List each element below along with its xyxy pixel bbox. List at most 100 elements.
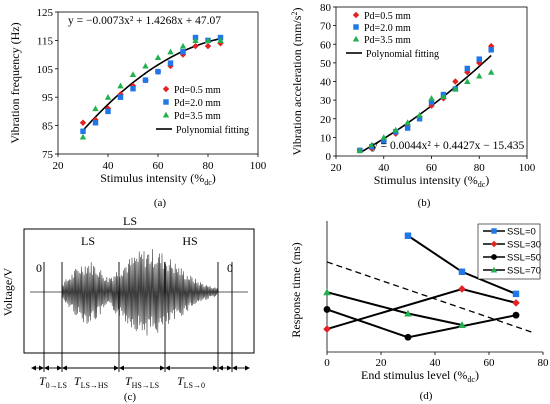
- phase-label-hs: HS: [182, 234, 197, 248]
- phase-label-ls: LS: [81, 234, 95, 248]
- point-a-s1-4: [130, 85, 136, 92]
- legend-fit-label-b: Polynomial fitting: [366, 49, 439, 60]
- y-axis-label-d: Response time (ms): [289, 242, 303, 337]
- x-axis-label-b: Stimulus intensity (%dc): [374, 173, 490, 189]
- legend-label-d-3: SSL=70: [507, 266, 541, 277]
- x-tick-label-b-3: 80: [474, 162, 486, 174]
- legend-marker-d-1: [490, 240, 498, 248]
- legend-label-b-0: Pd=0.5 mm: [364, 11, 411, 22]
- y-tick-label-a-3: 105: [37, 64, 54, 76]
- y-tick-label-a-5: 125: [37, 7, 54, 19]
- arrowhead-right-c-6: [245, 365, 250, 371]
- legend-label-a-2: Pd=3.5 mm: [174, 111, 221, 122]
- x-tick-label-b-4: 100: [519, 162, 536, 174]
- trend-line-d: [326, 261, 536, 334]
- point-a-s1-6: [155, 68, 161, 75]
- point-a-s0-10: [204, 42, 212, 50]
- point-b-s1-2: [381, 138, 387, 144]
- legend-marker-d-2: [491, 254, 497, 260]
- point-b-s2-5: [416, 111, 423, 118]
- point-b-s1-4: [404, 125, 411, 131]
- legend-label-a-1: Pd=2.0 mm: [174, 98, 221, 109]
- series-line-d-1: [326, 287, 517, 331]
- point-d-s1-0: [323, 325, 331, 333]
- x-tick-label-a-1: 40: [103, 160, 115, 172]
- x-axis-label-a: Stimulus intensity (%dc): [100, 171, 216, 187]
- plot-frame-c: [23, 228, 255, 354]
- point-b-s0-11: [487, 42, 495, 50]
- point-b-s1-10: [476, 56, 482, 62]
- x-tick-label-a-3: 80: [203, 160, 215, 172]
- x-tick-label-a-4: 100: [250, 160, 267, 172]
- point-a-s1-5: [142, 77, 149, 83]
- y-tick-label-b-4: 40: [320, 77, 332, 89]
- arrowhead-left-c-3: [119, 365, 124, 371]
- point-b-s1-9: [464, 65, 471, 72]
- arrowhead-left-c-2: [62, 365, 67, 371]
- point-a-s1-1: [92, 120, 99, 126]
- point-a-s2-6: [154, 54, 162, 60]
- point-a-s2-4: [129, 71, 137, 78]
- point-d-s3-0: [323, 288, 331, 296]
- point-a-s2-0: [79, 133, 87, 140]
- phase-label-zero-left: 0: [36, 261, 42, 275]
- interval-label-c-0: T0→LS: [39, 374, 67, 390]
- point-a-s2-2: [104, 94, 112, 100]
- y-tick-label-b-8: 80: [320, 2, 332, 14]
- point-a-s2-10: [204, 37, 212, 43]
- point-d-s0-2: [512, 290, 520, 298]
- arrowhead-right-c-3: [160, 365, 165, 371]
- point-a-s1-8: [180, 49, 186, 55]
- y-tick-label-b-0: 0: [326, 151, 332, 163]
- point-b-s2-0: [356, 147, 364, 153]
- point-a-s2-5: [142, 62, 149, 69]
- point-a-s1-0: [80, 128, 86, 134]
- point-b-s1-5: [416, 116, 423, 122]
- point-a-s0-2: [104, 105, 112, 112]
- arrowhead-left-c-4: [165, 365, 170, 371]
- arrowhead-right-c-0: [39, 365, 44, 371]
- point-a-s0-11: [217, 40, 224, 47]
- x-tick-label-a-2: 60: [153, 160, 165, 172]
- point-d-s3-2: [458, 321, 466, 329]
- point-a-s0-7: [167, 62, 174, 70]
- legend-marker-a-2: [162, 111, 170, 118]
- legend-marker-a-0: [162, 85, 170, 93]
- point-b-s2-1: [368, 141, 376, 148]
- arrowhead-left-c-1: [44, 365, 49, 371]
- y-tick-label-a-0: 75: [42, 149, 54, 161]
- x-tick-label-d-0: 0: [324, 357, 330, 369]
- x-tick-label-b-2: 60: [426, 162, 438, 174]
- point-b-s2-11: [487, 68, 495, 75]
- point-d-s3-1: [404, 309, 412, 317]
- point-b-s1-11: [488, 47, 494, 53]
- arrowhead-left-c-5: [218, 365, 223, 371]
- y-tick-label-b-7: 70: [320, 21, 332, 33]
- y-tick-label-b-5: 50: [320, 58, 332, 70]
- legend-marker-d-3: [490, 266, 498, 273]
- point-a-s0-0: [79, 119, 87, 126]
- arrowhead-left-c-0: [31, 365, 36, 371]
- point-b-s2-10: [476, 72, 483, 79]
- point-b-s2-8: [452, 85, 459, 92]
- point-b-s0-6: [428, 102, 435, 109]
- point-d-s2-2: [512, 311, 520, 319]
- y-tick-label-a-4: 115: [37, 35, 54, 47]
- caption-c: (c): [124, 391, 137, 403]
- point-b-s2-7: [440, 93, 447, 99]
- point-a-s1-2: [105, 108, 111, 115]
- y-tick-label-b-2: 20: [320, 114, 332, 126]
- interval-label-c-3: TLS→0: [177, 374, 205, 390]
- arrowhead-right-c-4: [213, 365, 218, 371]
- legend-label-d-2: SSL=50: [507, 253, 541, 264]
- phase-label-top: LS: [123, 214, 137, 228]
- interval-label-c-2: THS→LS: [125, 374, 159, 390]
- caption-a: (a): [154, 197, 167, 209]
- equation-a: y = −0.0073x² + 1.4268x + 47.07: [68, 15, 221, 27]
- point-b-s0-10: [476, 59, 483, 67]
- fit-curve-b: [359, 54, 492, 154]
- point-a-s2-7: [167, 48, 174, 55]
- point-a-s0-4: [129, 82, 137, 90]
- x-tick-label-b-1: 40: [378, 162, 390, 174]
